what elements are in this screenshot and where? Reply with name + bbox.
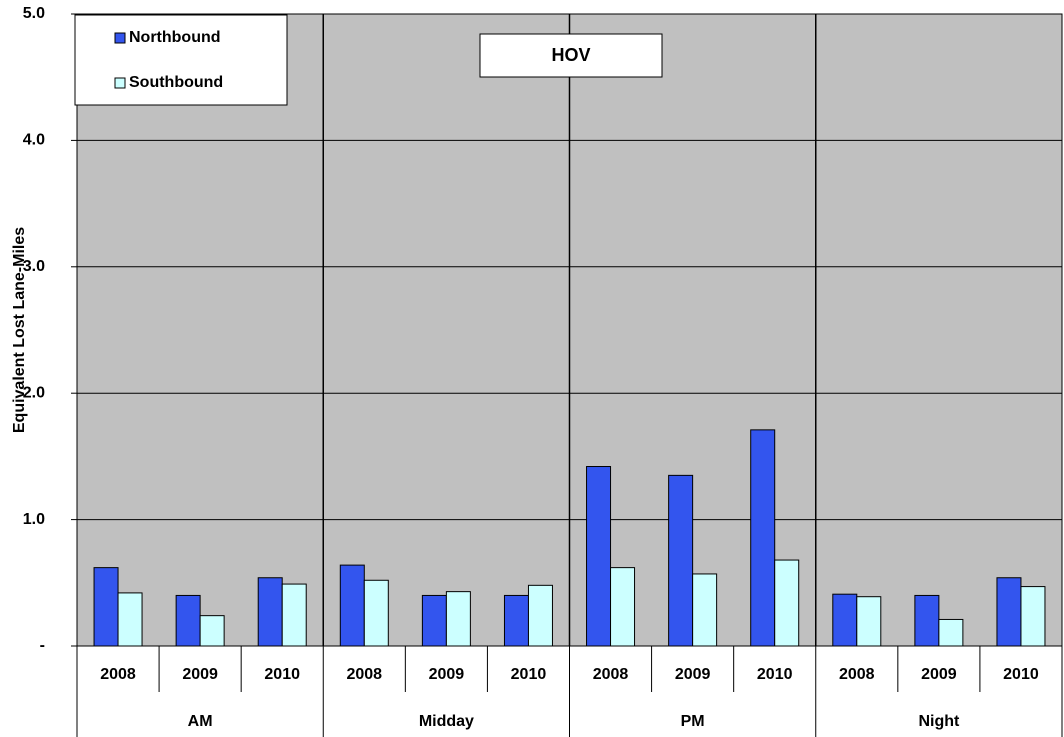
- y-tick-label: 1.0: [23, 511, 45, 528]
- bar: [914, 594, 940, 647]
- x-tick-label: 2010: [757, 666, 793, 683]
- y-tick-label: 3.0: [23, 258, 45, 275]
- bar: [199, 615, 225, 647]
- bar: [750, 429, 776, 647]
- x-tick-label: 2010: [1003, 666, 1039, 683]
- bar: [503, 594, 529, 647]
- legend-label: Northbound: [129, 29, 221, 46]
- bar: [117, 592, 143, 647]
- bar: [668, 474, 694, 647]
- group-label: Midday: [419, 713, 474, 730]
- x-tick-label: 2009: [182, 666, 218, 683]
- group-label: PM: [681, 713, 705, 730]
- bar: [527, 584, 553, 647]
- x-tick-label: 2008: [593, 666, 629, 683]
- x-tick-label: 2008: [839, 666, 875, 683]
- legend-swatch: [114, 77, 126, 89]
- bar: [832, 593, 858, 647]
- x-tick-label: 2009: [921, 666, 957, 683]
- chart-title: HOV: [551, 45, 590, 65]
- bar: [363, 579, 389, 647]
- legend-label: Southbound: [129, 74, 223, 91]
- bar: [586, 466, 612, 647]
- bar: [281, 583, 307, 647]
- bar: [774, 559, 800, 647]
- bar: [421, 594, 447, 647]
- x-tick-label: 2009: [675, 666, 711, 683]
- legend-box: [74, 14, 288, 106]
- bar: [445, 591, 471, 647]
- x-tick-label: 2008: [346, 666, 382, 683]
- x-tick-label: 2009: [429, 666, 465, 683]
- bar: [996, 577, 1022, 647]
- bar: [175, 594, 201, 647]
- x-tick-label: 2010: [511, 666, 547, 683]
- x-tick-label: 2010: [264, 666, 300, 683]
- bar: [339, 564, 365, 647]
- legend-swatch: [114, 32, 126, 44]
- y-tick-label: 4.0: [23, 132, 45, 149]
- bar: [1020, 586, 1046, 647]
- bar: [938, 618, 964, 647]
- y-tick-label: -: [40, 637, 45, 654]
- bar: [856, 596, 882, 647]
- bar: [692, 573, 718, 647]
- y-tick-label: 5.0: [23, 5, 45, 22]
- bar: [257, 577, 283, 647]
- y-axis-label: Equivalent Lost Lane-Miles: [11, 227, 28, 433]
- y-tick-label: 2.0: [23, 384, 45, 401]
- bar: [610, 567, 636, 647]
- group-label: AM: [188, 713, 213, 730]
- title-box: [479, 33, 663, 78]
- group-label: Night: [918, 713, 960, 730]
- x-tick-label: 2008: [100, 666, 136, 683]
- bar: [93, 567, 119, 647]
